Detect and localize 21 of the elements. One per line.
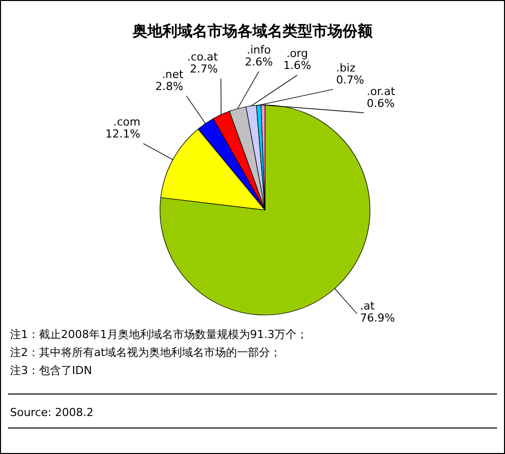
data-label: 0.6% — [366, 96, 395, 110]
slice-label: .com — [113, 116, 140, 129]
data-label: 2.7% — [190, 62, 218, 76]
text: 注3：包含了IDN — [10, 364, 92, 377]
slice-label: .org — [286, 47, 308, 60]
slice-label: .or.at — [366, 84, 396, 98]
data-label: 12.1% — [105, 128, 140, 141]
data-label: 2.8% — [155, 80, 184, 93]
data-label: 1.6% — [283, 59, 312, 72]
slice-label: .at — [360, 300, 376, 313]
slice-label: .info — [246, 44, 272, 57]
data-label: 76.9% — [360, 312, 395, 325]
slice-label: .co.at — [187, 50, 219, 64]
slice-label: .net — [162, 68, 184, 81]
data-label: 2.6% — [244, 56, 273, 69]
source-note: Source: 2008.2 — [10, 406, 94, 419]
text: 注1：截止2008年1月奥地利域名市场数量规模为91.3万个； — [10, 328, 308, 341]
chart-title: 奥地利域名市场各域名类型市场份额 — [132, 22, 374, 40]
text: 注2：其中将所有at域名视为奥地利域名市场的一部分； — [10, 346, 282, 359]
slice-label: .biz — [336, 61, 356, 74]
data-label: 0.7% — [336, 73, 364, 86]
